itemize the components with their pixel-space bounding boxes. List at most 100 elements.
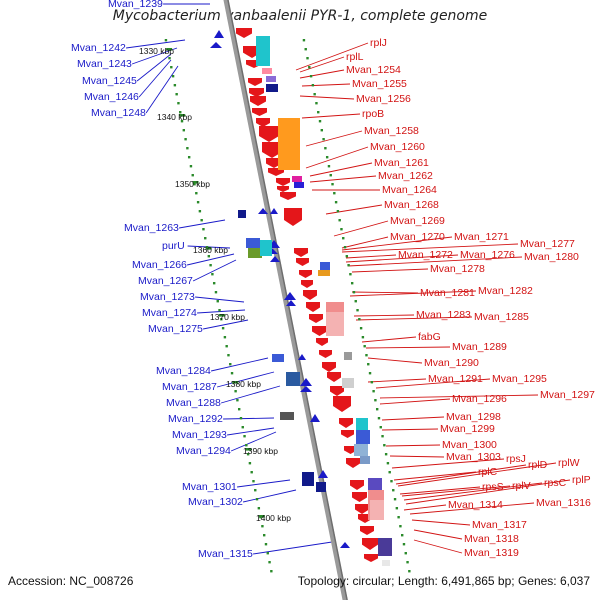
reverse-gene-label: Mvan_1256 (356, 93, 411, 105)
forward-gene-arrow (270, 256, 280, 262)
inner-tick-mark (234, 390, 237, 393)
reverse-gene-label: fabG (418, 331, 441, 343)
outer-tick-mark (395, 507, 399, 510)
reverse-gene-label: rplV (512, 480, 531, 492)
inner-tick-mark (189, 165, 193, 168)
outer-tick-mark (392, 489, 395, 492)
reverse-label-leader (299, 95, 355, 100)
inner-tick-mark (255, 498, 259, 501)
forward-label-leader (253, 541, 333, 555)
reverse-label-leader (325, 204, 383, 215)
inner-tick-mark (268, 561, 271, 564)
reverse-label-leader (333, 220, 389, 237)
forward-gene-label: Mvan_1294 (176, 445, 231, 457)
kbp-tick (218, 314, 225, 317)
gene-feature (266, 76, 276, 82)
inner-tick-mark (250, 471, 253, 474)
reverse-gene-label: Mvan_1264 (382, 184, 437, 196)
forward-label-leader (197, 309, 246, 314)
forward-gene-label: Mvan_1315 (198, 548, 253, 560)
outer-tick-mark (358, 318, 361, 321)
inner-tick-mark (182, 129, 186, 132)
reverse-gene-label: Mvan_1317 (472, 519, 527, 531)
outer-tick-mark (311, 84, 315, 87)
outer-tick-mark (393, 498, 397, 501)
forward-gene-label: Mvan_1243 (77, 58, 132, 70)
gene-feature (370, 500, 384, 520)
reverse-gene-label: rplP (572, 474, 591, 486)
forward-label-leader (131, 47, 178, 65)
reverse-gene-arrow (330, 386, 344, 396)
kbp-tick-label: 1360 kbp (193, 245, 228, 255)
outer-tick-mark (342, 237, 345, 240)
outer-tick-mark (399, 525, 402, 528)
outer-tick-mark (313, 93, 316, 96)
forward-gene-label: Mvan_1245 (82, 75, 137, 87)
inner-tick-mark (223, 336, 227, 339)
inner-tick-mark (202, 228, 205, 231)
reverse-gene-arrow (277, 186, 289, 192)
outer-tick-mark (352, 291, 356, 294)
reverse-gene-label: Mvan_1269 (390, 215, 445, 227)
outer-tick-mark (402, 543, 406, 546)
outer-tick-mark (343, 246, 347, 249)
reverse-label-leader (379, 394, 539, 399)
inner-tick-mark (207, 255, 211, 258)
forward-gene-label: Mvan_1287 (162, 381, 217, 393)
outer-tick-mark (317, 111, 320, 114)
outer-tick-mark (390, 480, 393, 483)
outer-tick-mark (400, 534, 404, 537)
forward-gene-label: purU (162, 240, 185, 252)
outer-tick-mark (397, 516, 400, 519)
reverse-gene-label: Mvan_1291 (428, 373, 483, 385)
reverse-gene-arrow (249, 88, 264, 97)
inner-tick-mark (171, 75, 175, 78)
forward-gene-arrow (298, 354, 306, 360)
forward-gene-label: Mvan_1284 (156, 365, 211, 377)
kbp-tick-label: 1390 kbp (243, 446, 278, 456)
forward-gene-label: Mvan_1246 (84, 91, 139, 103)
inner-tick-mark (221, 327, 225, 330)
forward-label-leader (138, 59, 172, 98)
inner-tick-mark (195, 192, 198, 195)
reverse-label-leader (413, 529, 463, 540)
reverse-gene-label: Mvan_1300 (442, 439, 497, 451)
reverse-gene-label: Mvan_1254 (346, 64, 401, 76)
forward-label-leader (210, 357, 269, 372)
inner-tick-mark (237, 408, 241, 411)
reverse-label-leader (393, 471, 477, 481)
gene-feature (344, 352, 352, 360)
reverse-gene-label: rpsS (482, 481, 504, 493)
inner-tick-mark (200, 219, 203, 222)
outer-tick-mark (325, 156, 329, 159)
reverse-gene-arrow (306, 302, 320, 312)
forward-gene-label: Mvan_1302 (188, 496, 243, 508)
inner-tick-mark (179, 111, 182, 114)
reverse-label-leader (301, 113, 361, 119)
reverse-gene-label: rplL (346, 51, 364, 63)
reverse-label-leader (379, 398, 451, 405)
inner-tick-mark (170, 66, 173, 69)
reverse-label-leader (351, 268, 429, 273)
forward-label-leader (195, 296, 245, 303)
inner-tick-mark (264, 543, 268, 546)
reverse-gene-label: Mvan_1297 (540, 389, 595, 401)
outer-tick-mark (377, 417, 381, 420)
outer-tick-mark (388, 471, 391, 474)
gene-feature (356, 418, 368, 430)
reverse-label-leader (361, 336, 417, 343)
reverse-gene-arrow (296, 258, 309, 266)
kbp-tick (179, 114, 186, 117)
reverse-gene-arrow (333, 396, 351, 412)
outer-tick-mark (381, 435, 384, 438)
reverse-label-leader (305, 146, 369, 169)
forward-label-leader (179, 219, 226, 229)
reverse-gene-label: Mvan_1271 (454, 231, 509, 243)
reverse-label-leader (299, 69, 345, 79)
reverse-label-leader (345, 254, 459, 263)
reverse-gene-label: Mvan_1276 (460, 249, 515, 261)
inner-tick-mark (248, 462, 252, 465)
outer-tick-mark (306, 57, 309, 60)
inner-tick-mark (236, 399, 239, 402)
